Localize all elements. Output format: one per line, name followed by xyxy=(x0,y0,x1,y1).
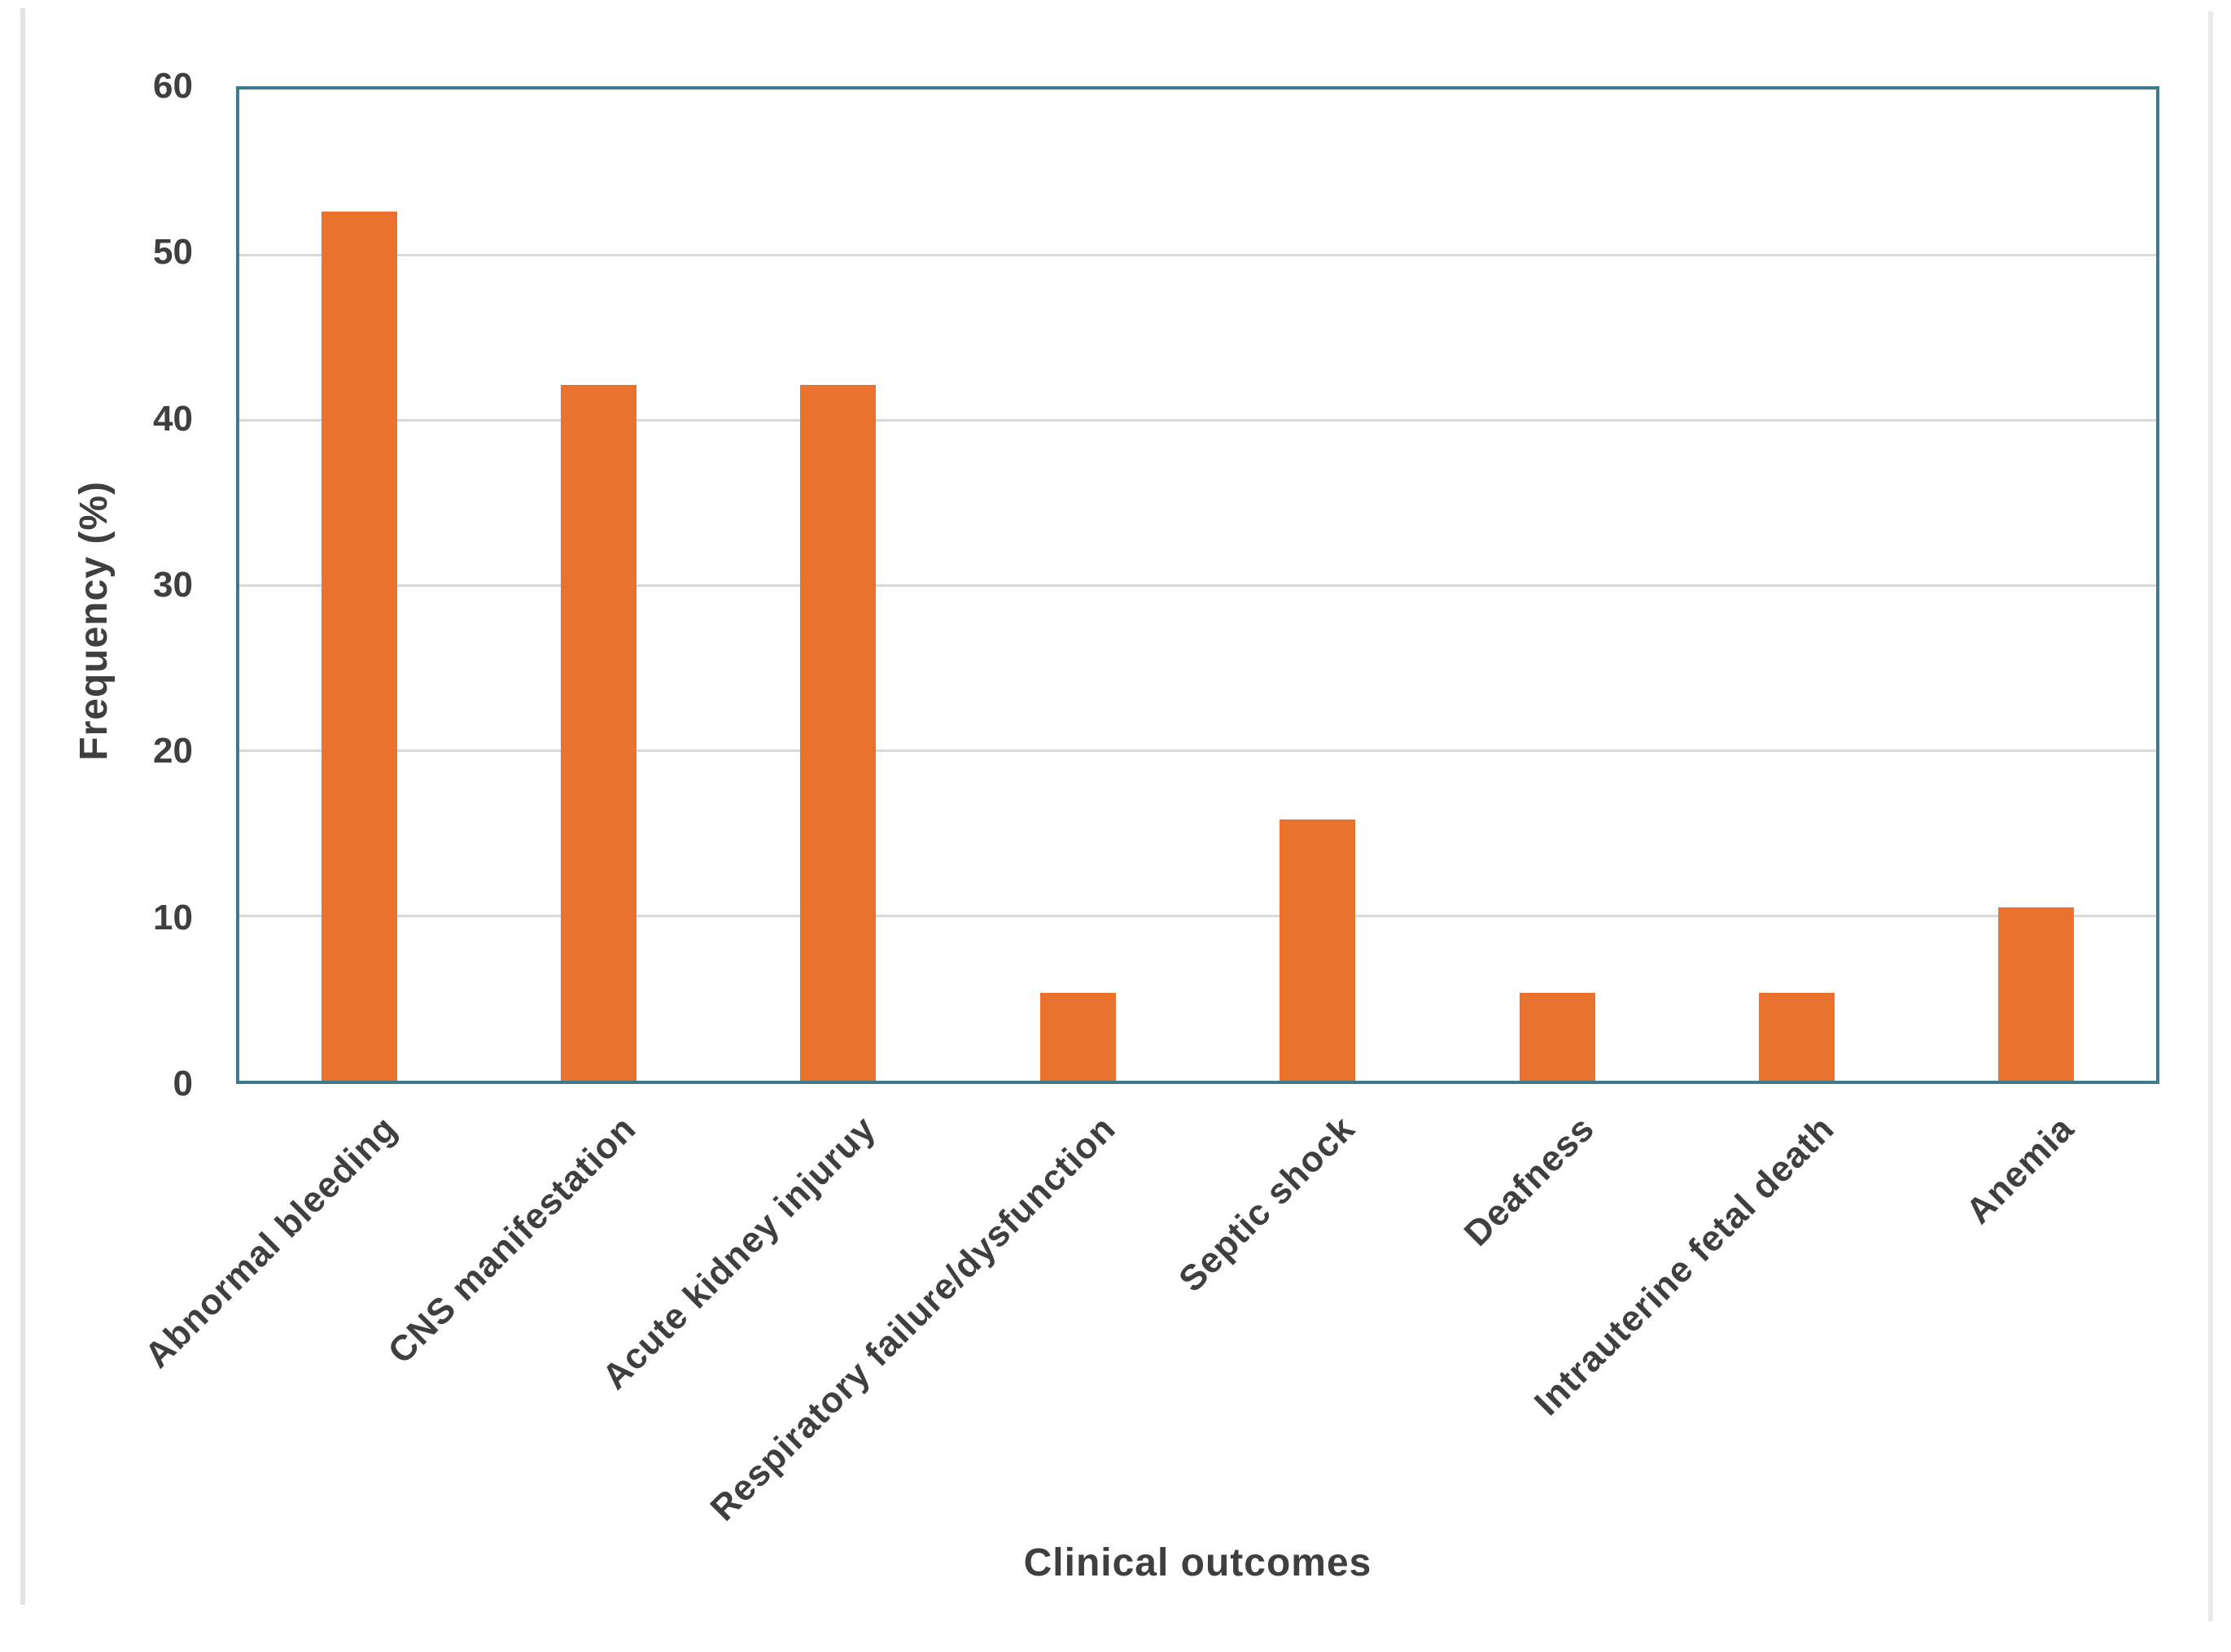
y-tick-label: 60 xyxy=(153,66,193,106)
bar xyxy=(1280,819,1356,1081)
plot-area xyxy=(236,86,2159,1084)
y-tick-label: 40 xyxy=(153,398,193,439)
gridline xyxy=(239,914,2156,917)
gridline xyxy=(239,749,2156,752)
x-category-label: Septic shock xyxy=(1171,1108,1363,1300)
y-tick-label: 10 xyxy=(153,897,193,937)
bar xyxy=(1758,993,1835,1081)
x-axis-title: Clinical outcomes xyxy=(1023,1541,1372,1584)
y-axis-ticks: 0 10 20 30 40 50 60 xyxy=(0,66,193,1104)
bar xyxy=(1039,993,1116,1081)
gridline xyxy=(239,583,2156,587)
x-category-label: Deafness xyxy=(1457,1108,1603,1254)
gridline xyxy=(239,418,2156,422)
y-tick-label: 0 xyxy=(173,1064,193,1104)
bar xyxy=(800,385,877,1081)
x-category-label: Abnormal bleeding xyxy=(137,1108,405,1376)
y-tick-label: 50 xyxy=(153,232,193,273)
x-category-label: CNS manifestation xyxy=(380,1108,645,1372)
x-category-label: Intrauterine fetal death xyxy=(1527,1108,1843,1424)
bar xyxy=(561,385,637,1081)
x-category-label: Acute kidney injuruy xyxy=(594,1108,884,1397)
page-edge-line-right xyxy=(2208,11,2213,1621)
bar xyxy=(1519,993,1595,1081)
page-edge-line-left xyxy=(20,8,25,1605)
y-tick-label: 20 xyxy=(153,731,193,771)
bar xyxy=(1998,907,2075,1081)
x-category-label: Anemia xyxy=(1958,1108,2082,1232)
gridline xyxy=(239,253,2156,256)
x-axis-labels: Abnormal bleeding CNS manifestation Acute … xyxy=(137,1084,2159,1589)
bar xyxy=(321,212,397,1081)
y-tick-label: 30 xyxy=(153,565,193,605)
x-category-label: Respiratory failure/dysfunction xyxy=(702,1108,1123,1529)
